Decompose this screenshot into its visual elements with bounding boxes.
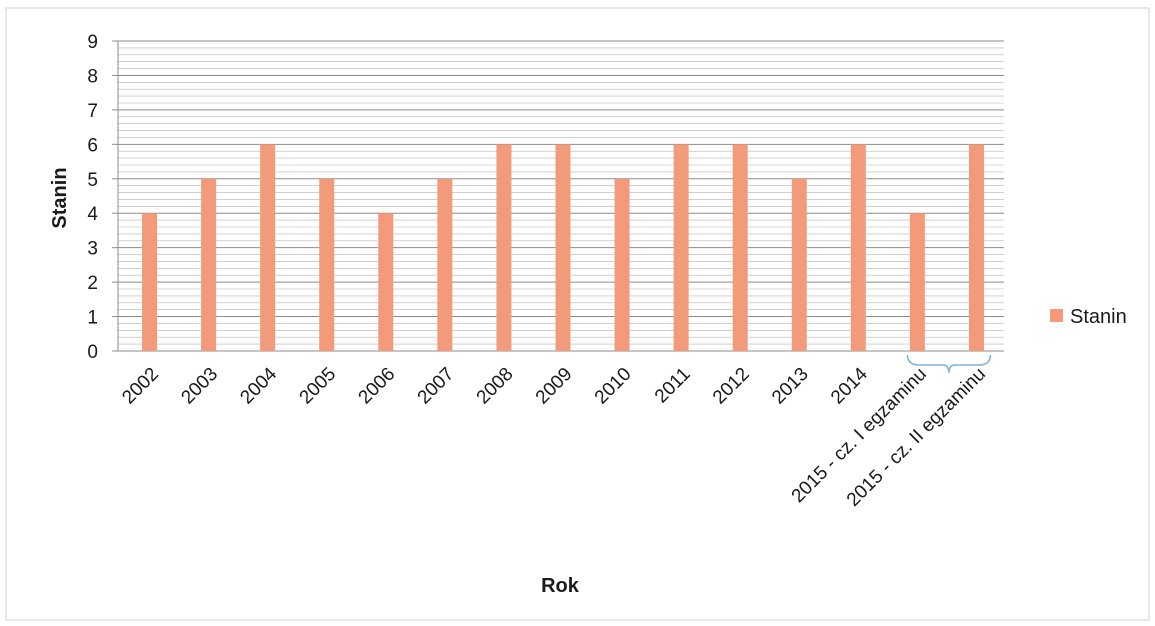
x-tick-label: 2008: [473, 364, 518, 409]
exam-bracket: [906, 354, 992, 374]
x-tick-label: 2005: [296, 364, 341, 409]
bar: [850, 144, 866, 351]
y-tick-label: 7: [87, 101, 98, 122]
bar: [260, 144, 276, 351]
bar: [732, 144, 748, 351]
x-tick-label: 2011: [651, 364, 695, 408]
x-tick-label: 2013: [768, 364, 813, 409]
x-tick-label: 2014: [827, 363, 872, 408]
x-tick-label: 2007: [414, 364, 459, 409]
y-axis-ticks: 0 1 2 3 4 5 6 7 8 9: [87, 32, 118, 363]
y-tick-label: 0: [87, 342, 98, 363]
legend-label: Stanin: [1070, 306, 1127, 328]
x-tick-label: 2004: [236, 363, 281, 408]
bar: [319, 178, 335, 351]
x-tick-label: 2003: [177, 364, 222, 409]
bar: [791, 178, 807, 351]
y-tick-label: 4: [87, 204, 98, 225]
x-tick-label: 2009: [532, 364, 577, 409]
bar: [555, 144, 571, 351]
x-tick-label: 2012: [709, 364, 754, 409]
y-axis-title: Stanin: [49, 167, 71, 228]
y-tick-label: 1: [87, 308, 98, 329]
legend-swatch: [1050, 309, 1063, 322]
bar: [673, 144, 689, 351]
chart-border: [5, 7, 1150, 621]
x-tick-label: 2002: [118, 364, 163, 409]
bar: [909, 213, 925, 351]
bar: [614, 178, 630, 351]
bar: [968, 144, 984, 351]
y-tick-label: 5: [87, 170, 98, 191]
bar: [496, 144, 512, 351]
bar: [437, 178, 453, 351]
y-tick-label: 9: [87, 32, 98, 53]
bracket-line: [906, 354, 992, 374]
bar: [378, 213, 394, 351]
y-tick-label: 6: [87, 135, 98, 156]
bars: [142, 144, 984, 351]
y-tick-label: 3: [87, 239, 98, 260]
x-axis-ticks: 2002 2003 2004 2005 2006 2007 2008 2009 2010 2011…: [118, 363, 990, 510]
bar: [201, 178, 217, 351]
legend: Stanin: [1050, 306, 1127, 328]
x-tick-label: 2006: [355, 364, 400, 409]
x-axis-title: Rok: [541, 575, 580, 597]
y-tick-label: 2: [87, 273, 98, 294]
x-tick-label: 2010: [591, 364, 636, 409]
y-tick-label: 8: [87, 66, 98, 87]
bar: [142, 213, 158, 351]
